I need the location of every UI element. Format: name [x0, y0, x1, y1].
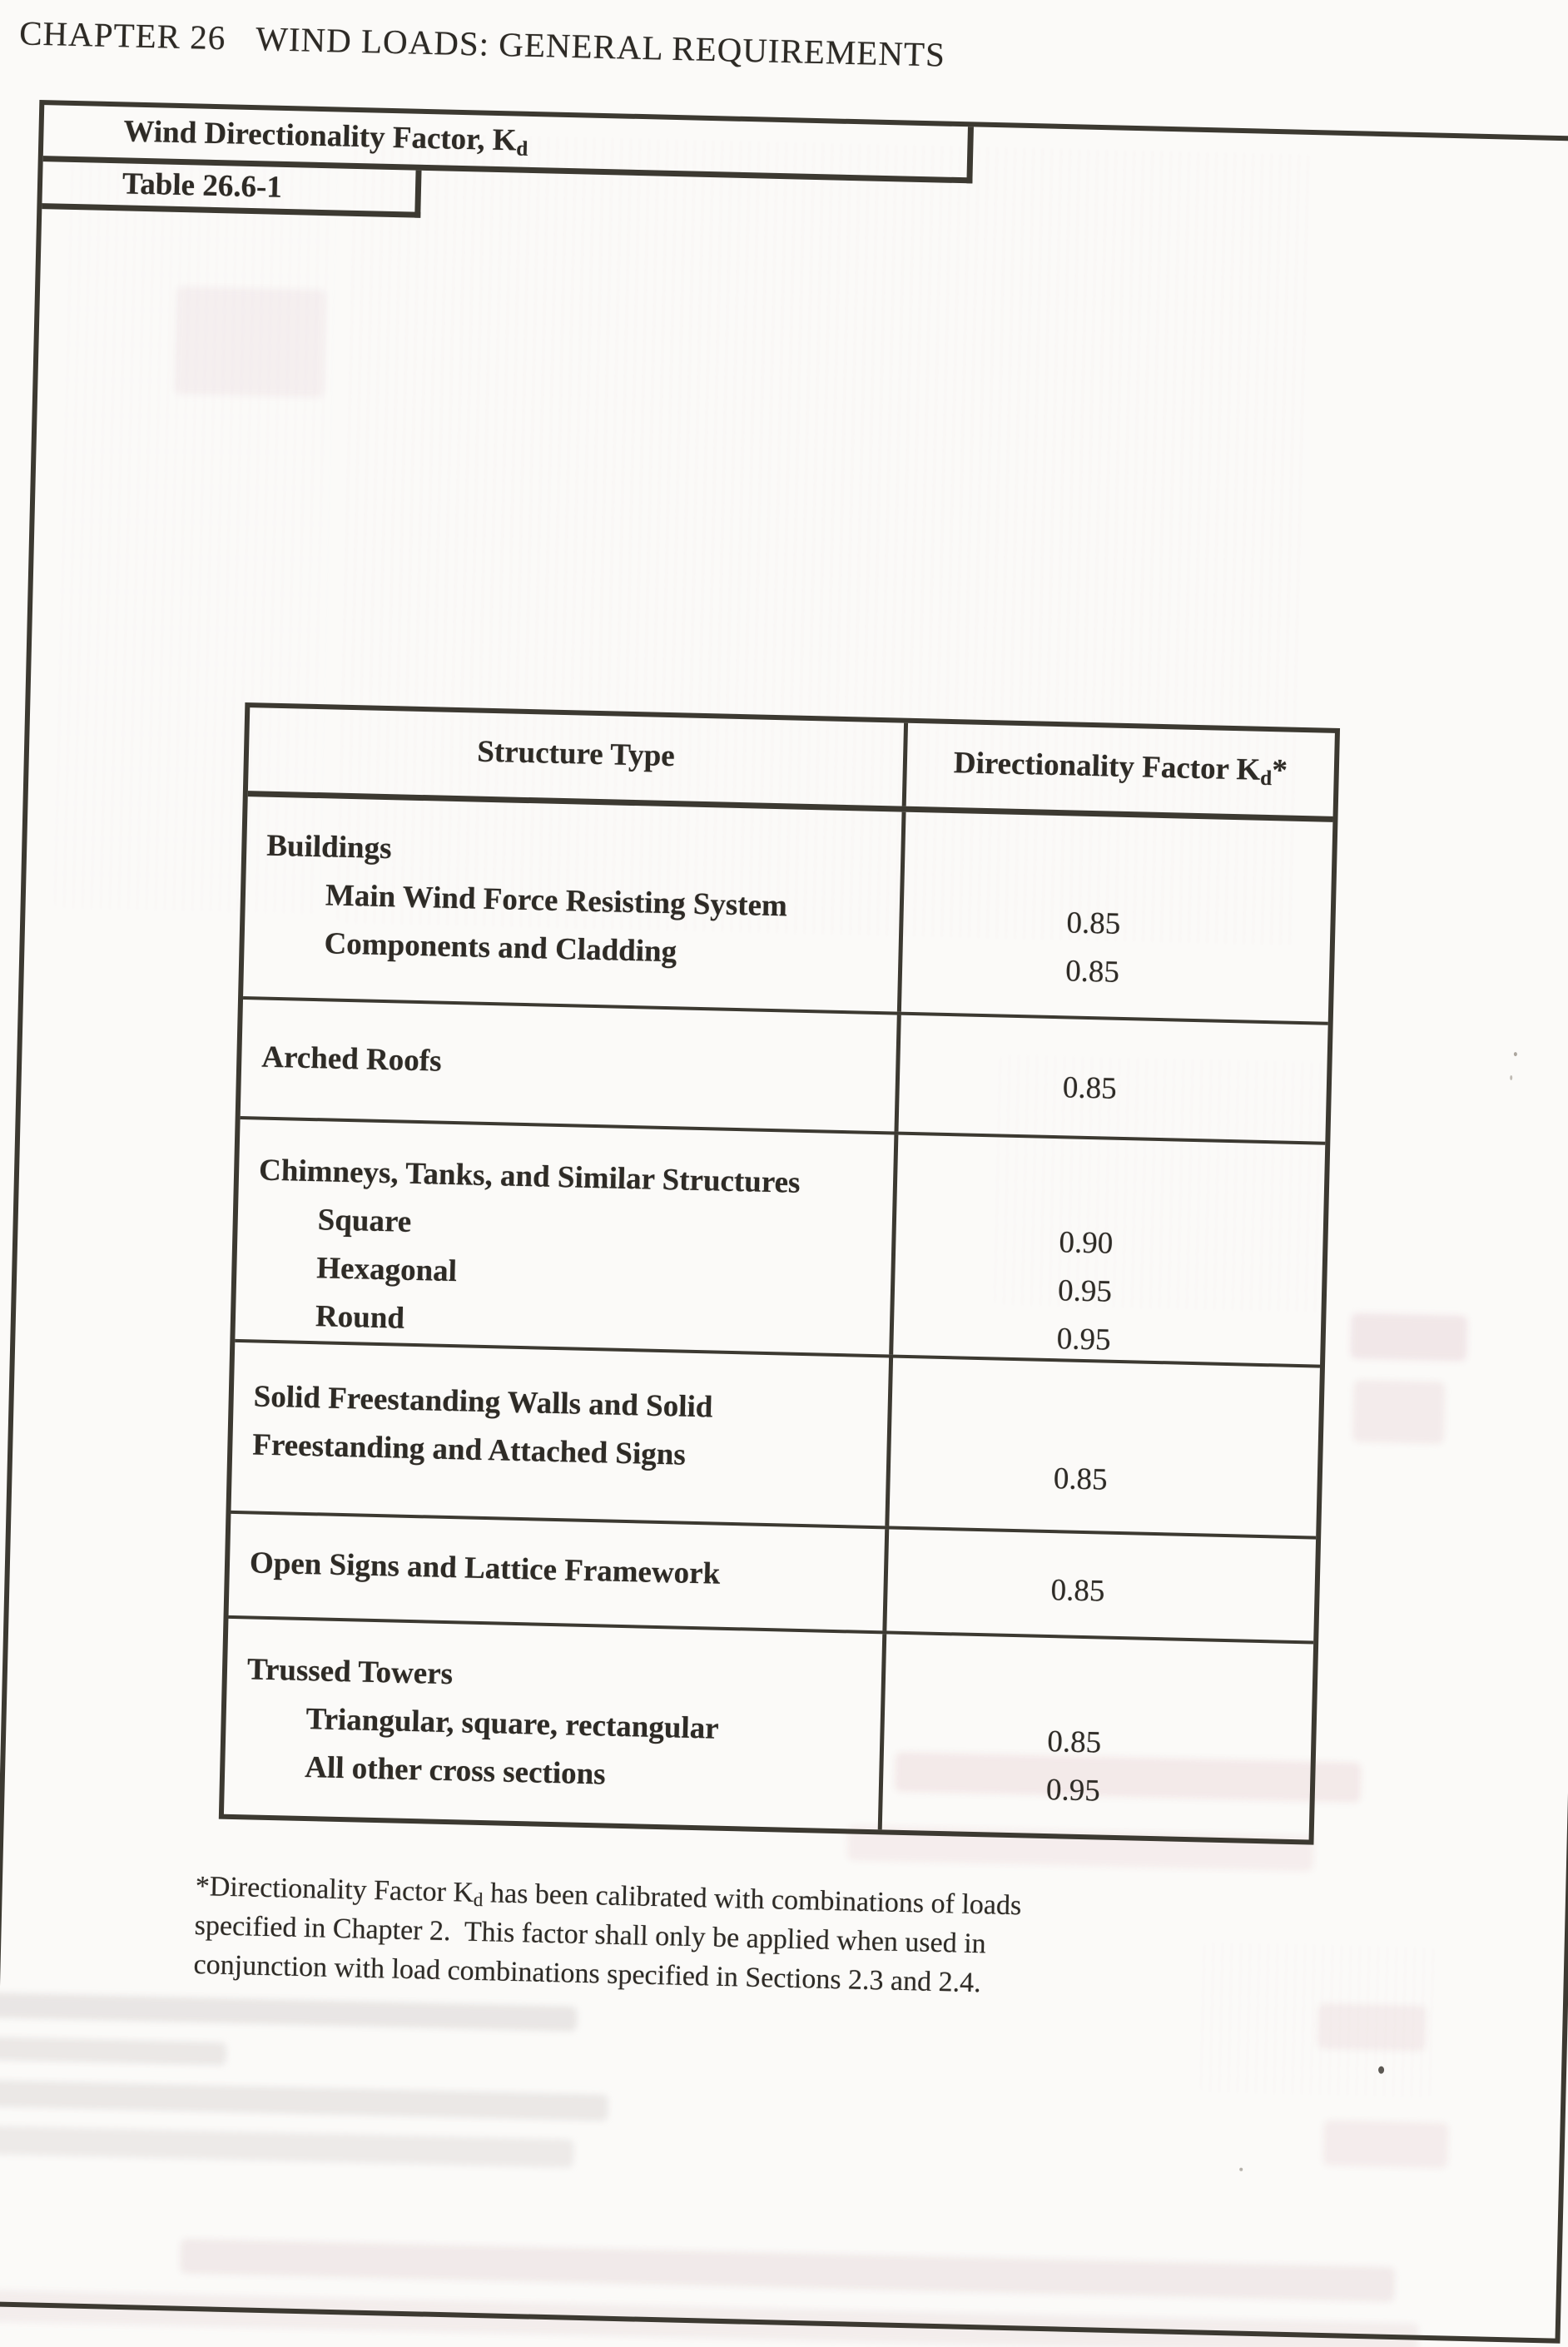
- chapter-number: CHAPTER 26: [18, 13, 226, 57]
- table-number-text: Table 26.6-1: [122, 166, 283, 205]
- kd-value: 0.90: [1059, 1225, 1114, 1261]
- kd-value: 0.85: [1064, 954, 1120, 990]
- table-title-subscript: d: [515, 137, 528, 161]
- row-title: Open Signs and Lattice Framework: [249, 1546, 721, 1591]
- kd-value: 0.85: [1066, 906, 1121, 941]
- scan-content: CHAPTER 26 WIND LOADS: GENERAL REQUIREMEN…: [0, 8, 1568, 2347]
- kd-value: 0.85: [1062, 1070, 1118, 1106]
- table-row-chimneys-tanks: Chimneys, Tanks, and Similar Structures …: [235, 1115, 1326, 1365]
- row-title: Arched Roofs: [261, 1040, 442, 1079]
- table-number-tab: Table 26.6-1: [42, 161, 422, 218]
- footnote-text: *Directionality Factor K: [195, 1870, 474, 1908]
- chapter-title: WIND LOADS: GENERAL REQUIREMENTS: [255, 19, 946, 74]
- table-row-buildings: Buildings Main Wind Force Resisting Syst…: [243, 796, 1333, 1022]
- table-title-text: Wind Directionality Factor, K: [123, 114, 517, 158]
- col2-header-text: Directionality Factor K: [953, 746, 1261, 787]
- scan-speck: [1513, 1052, 1517, 1057]
- kd-value: 0.95: [1057, 1273, 1113, 1309]
- kd-value: 0.85: [1050, 1573, 1105, 1609]
- column-header-structure-type: Structure Type: [476, 734, 676, 774]
- kd-table: Structure Type Directionality Factor Kd*…: [218, 702, 1341, 1845]
- document-frame: Wind Directionality Factor, Kd Table 26.…: [0, 99, 1568, 2344]
- footnote-subscript: d: [473, 1888, 484, 1912]
- kd-value: 0.95: [1045, 1773, 1101, 1809]
- col2-header-subscript: d: [1259, 767, 1273, 790]
- scan-speck: [1239, 2167, 1243, 2171]
- row-title: Solid Freestanding Walls and Solid Frees…: [251, 1379, 713, 1472]
- table-row-trussed-towers: Trussed Towers Triangular, square, recta…: [223, 1615, 1314, 1840]
- col2-header-asterisk: *: [1271, 753, 1288, 788]
- table-row-solid-walls-signs: Solid Freestanding Walls and Solid Frees…: [231, 1338, 1321, 1536]
- footnote: *Directionality Factor Kd has been calib…: [193, 1867, 1228, 2008]
- kd-value: 0.85: [1046, 1724, 1102, 1760]
- column-header-directionality-factor: Directionality Factor Kd*: [901, 722, 1335, 816]
- chapter-heading: CHAPTER 26 WIND LOADS: GENERAL REQUIREMEN…: [19, 12, 946, 74]
- heading-gap: [226, 49, 256, 50]
- kd-value: 0.85: [1053, 1461, 1109, 1497]
